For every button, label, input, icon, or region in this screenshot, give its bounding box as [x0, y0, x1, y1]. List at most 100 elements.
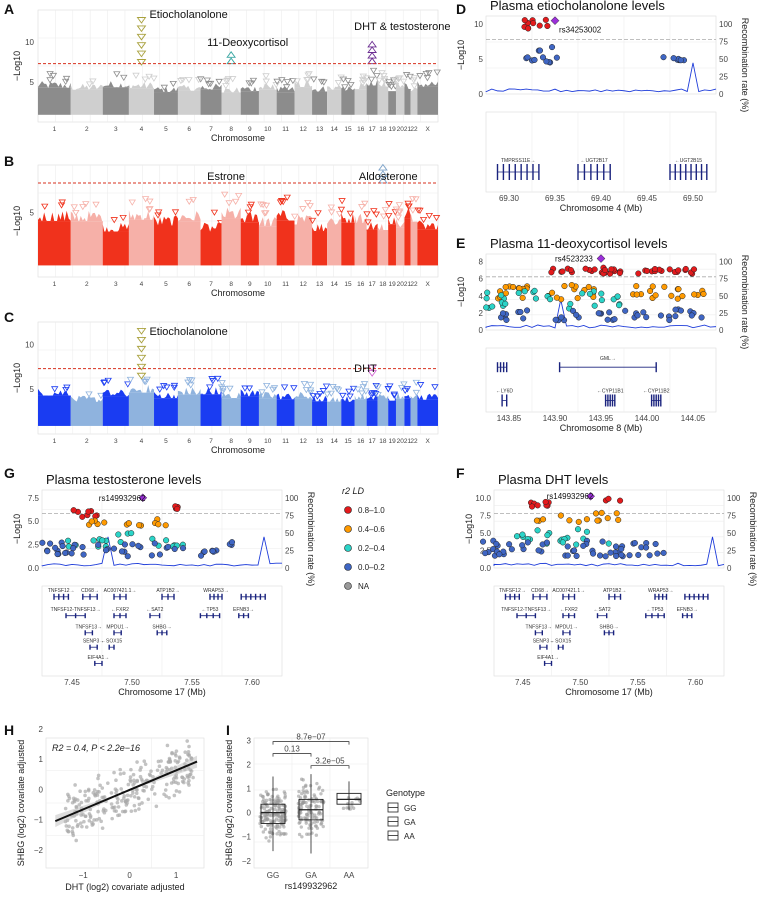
snp-point	[502, 300, 509, 307]
snp-point	[543, 539, 550, 546]
scatter-point	[188, 772, 193, 777]
scatter-point	[123, 800, 128, 804]
chromosome-peak-13	[312, 86, 328, 93]
significant-snp-marker	[136, 25, 147, 33]
snp-point	[521, 17, 528, 24]
chromosome-band-2	[70, 89, 103, 115]
box-jitter-point	[299, 777, 304, 781]
x-tick-label: 17	[369, 438, 377, 445]
box-jitter-point	[315, 826, 320, 830]
box-jitter-point	[300, 791, 304, 796]
gene-exon	[149, 613, 151, 619]
snp-marker	[270, 385, 279, 392]
gene-label: ←SOX15	[550, 639, 571, 645]
gene-label: EFNB3→	[233, 607, 254, 613]
gene-exon	[608, 630, 610, 636]
chromosome-peak-8	[221, 87, 241, 94]
gene-exon	[691, 613, 693, 619]
snp-point	[670, 55, 677, 62]
gene-exon	[84, 630, 86, 636]
snp-marker	[203, 77, 211, 84]
scatter-point	[96, 773, 101, 778]
scatter-point	[110, 816, 114, 821]
chromosome-peak-X	[417, 220, 438, 232]
x-tick-label: 1	[53, 126, 57, 133]
snp-point	[136, 522, 143, 529]
significant-snp-marker	[136, 372, 147, 380]
snp-point	[558, 314, 565, 321]
y-tick-label: 5	[479, 55, 484, 64]
snp-marker	[170, 384, 178, 392]
chromosome-peak-10	[258, 217, 277, 229]
snp-marker	[419, 216, 428, 224]
box-jitter-point	[299, 825, 304, 829]
x-tick-label: 0	[127, 871, 132, 880]
snp-marker	[410, 75, 419, 82]
snp-marker	[231, 198, 240, 206]
snp-point	[80, 551, 87, 558]
scatter-point	[83, 814, 88, 819]
x-tick-label: 21	[404, 126, 412, 133]
scatter-point	[186, 781, 190, 785]
chromosome-peak-10	[258, 84, 277, 92]
y-axis-label: −Log10	[464, 514, 474, 544]
snp-marker	[367, 76, 376, 83]
gene-exon	[108, 644, 110, 650]
y-tick-label: 5	[30, 385, 35, 394]
gene-exon	[161, 630, 163, 636]
snp-marker	[384, 386, 393, 393]
gene-exon	[514, 164, 516, 180]
gene-exon	[496, 164, 499, 180]
chromosome-peak-12	[294, 214, 313, 227]
gene-exon	[654, 593, 656, 600]
box-jitter-point	[283, 791, 287, 796]
x-tick-label: 8	[229, 438, 233, 445]
snp-point	[163, 537, 170, 544]
box-plot-I: GG GA AA 8.7e−07 0.13 3.2e−05 −2 −1 0 1 2 3 rs149932…	[224, 733, 425, 891]
scatter-point	[116, 797, 120, 801]
chromosome-band-7	[200, 394, 222, 426]
box-jitter-point	[313, 800, 317, 804]
snp-point	[102, 547, 110, 554]
snp-marker	[124, 381, 132, 388]
x-axis-label: DHT (log2) covariate adjusted	[65, 882, 184, 892]
chromosome-band-20	[395, 398, 405, 426]
scatter-point	[122, 809, 127, 814]
gene-track	[485, 111, 717, 193]
snp-point	[552, 316, 559, 323]
snp-point	[602, 553, 609, 560]
snp-marker	[259, 202, 267, 209]
snp-marker	[369, 67, 378, 75]
chromosome-band-22	[410, 221, 418, 266]
box-jitter-point	[315, 819, 320, 824]
lead-snp-label: rs34253002	[559, 26, 602, 35]
regional-title: Plasma DHT levels	[498, 472, 609, 487]
box-jitter-point	[259, 793, 263, 797]
snp-marker	[82, 201, 90, 208]
gene-exon	[518, 593, 520, 600]
snp-marker	[145, 73, 153, 80]
significant-snp-marker	[136, 336, 147, 344]
snp-point	[617, 497, 624, 504]
panel-label-E: E	[456, 235, 465, 251]
gene-label: ←TP53	[647, 607, 664, 613]
gene-label: ←CYP11B2	[643, 388, 670, 394]
snp-marker	[349, 385, 358, 393]
snp-marker	[58, 199, 66, 206]
gene-exon	[499, 362, 502, 373]
gene-exon	[609, 164, 611, 180]
y-tick-label: 0.0	[28, 564, 40, 573]
snp-point	[39, 539, 46, 546]
x-tick-label: 7.50	[572, 678, 588, 687]
snp-marker	[146, 198, 154, 205]
chromosome-band-5	[154, 398, 178, 426]
x-tick-label: 20	[397, 438, 405, 445]
scatter-point	[109, 802, 114, 806]
box-jitter-point	[317, 787, 321, 791]
snp-point	[651, 265, 658, 273]
scatter-point	[67, 824, 71, 829]
scatter-point	[170, 750, 174, 755]
significant-snp-marker	[136, 17, 147, 24]
scatter-point	[137, 802, 142, 807]
chromosome-peak-6	[177, 84, 201, 93]
